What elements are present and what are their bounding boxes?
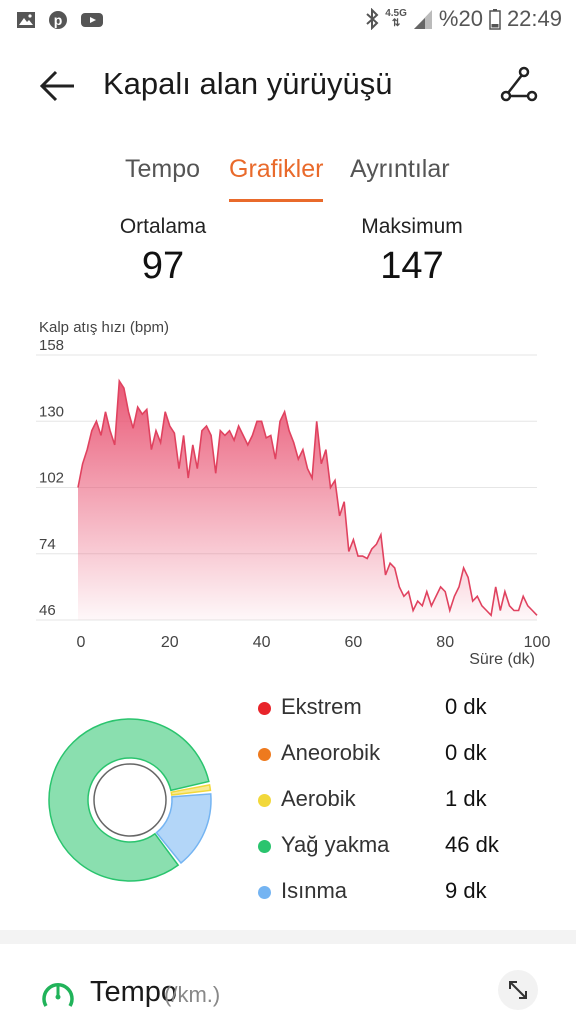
tempo-title: Tempo	[90, 976, 178, 1008]
heart-rate-zones: Ekstrem 0 dk Aneorobik 0 dk Aerobik 1 dk…	[0, 690, 576, 920]
tab-grafikler[interactable]: Grafikler	[229, 155, 324, 202]
zone-value: 1 dk	[445, 786, 487, 811]
expand-icon	[509, 981, 527, 999]
battery-percent: %20	[438, 6, 483, 31]
share-icon[interactable]	[498, 64, 540, 106]
zone-row-aneorobik: Aneorobik 0 dk	[255, 740, 555, 770]
zone-row-ekstrem: Ekstrem 0 dk	[255, 694, 555, 724]
zones-donut-chart	[48, 718, 212, 882]
zone-name: Ekstrem	[281, 694, 362, 719]
x-tick-label: 100	[524, 634, 551, 651]
signal-icon	[413, 10, 432, 29]
tab-bar: Tempo Grafikler Ayrıntılar	[0, 155, 576, 205]
heart-rate-chart-svg: Kalp atış hızı (bpm) 158 130 102 74 46 0 20 40…	[36, 319, 551, 668]
x-tick-label: 0	[77, 634, 86, 651]
zone-slice	[48, 718, 210, 882]
average-value: 97	[141, 245, 185, 287]
y-tick-label: 130	[39, 403, 64, 420]
zone-name: Aerobik	[281, 786, 356, 811]
max-stat: Maksimum 147	[312, 215, 512, 288]
youtube-icon	[81, 13, 103, 27]
zone-dot-yag-yakma	[258, 840, 271, 853]
back-arrow-icon[interactable]	[36, 64, 80, 108]
y-axis-label: Kalp atış hızı (bpm)	[39, 319, 169, 336]
section-divider	[0, 930, 576, 944]
x-tick-label: 40	[253, 634, 271, 651]
zone-name: Isınma	[281, 878, 348, 903]
y-tick-label: 102	[39, 470, 64, 487]
svg-text:p: p	[54, 12, 63, 28]
zone-value: 9 dk	[445, 878, 487, 903]
zone-dot-aerobik	[258, 794, 271, 807]
average-label: Ortalama	[119, 215, 207, 238]
image-icon	[17, 12, 35, 28]
zone-row-yag-yakma: Yağ yakma 46 dk	[255, 832, 555, 862]
heart-rate-chart: Kalp atış hızı (bpm) 158 130 102 74 46 0 20 40…	[0, 310, 576, 680]
pinterest-icon: p	[49, 11, 67, 29]
x-tick-label: 20	[161, 634, 179, 651]
zone-value: 0 dk	[445, 740, 487, 765]
heart-rate-line	[77, 378, 538, 618]
network-type: 4.5G ⇅	[385, 8, 407, 29]
zone-row-aerobik: Aerobik 1 dk	[255, 786, 555, 816]
zone-name: Yağ yakma	[281, 832, 390, 857]
zone-value: 0 dk	[445, 694, 487, 719]
clock: 22:49	[506, 6, 562, 31]
zone-slice	[155, 793, 212, 865]
donut-center	[93, 763, 167, 837]
average-stat: Ortalama 97	[63, 215, 263, 288]
page-title: Kapalı alan yürüyüşü	[103, 66, 393, 101]
expand-button[interactable]	[498, 970, 538, 1010]
zone-value: 46 dk	[445, 832, 499, 857]
zone-dot-ekstrem	[258, 702, 271, 715]
app-bar: Kapalı alan yürüyüşü	[0, 56, 576, 116]
zone-row-isinma: Isınma 9 dk	[255, 878, 555, 908]
zone-dot-aneorobik	[258, 748, 271, 761]
y-tick-label: 158	[39, 337, 64, 354]
bluetooth-icon	[366, 8, 379, 30]
x-tick-label: 80	[436, 634, 454, 651]
tab-ayrintilar[interactable]: Ayrıntılar	[350, 155, 450, 183]
speedometer-icon	[42, 983, 74, 1007]
y-tick-label: 46	[39, 602, 56, 619]
zone-name: Aneorobik	[281, 740, 381, 765]
zone-dot-isinma	[258, 886, 271, 899]
battery-icon	[489, 9, 501, 30]
status-bar: p 4.5G ⇅ %20 22:49	[0, 0, 576, 44]
zone-slice	[170, 784, 212, 796]
x-axis-label: Süre (dk)	[469, 651, 535, 668]
tempo-section: Tempo (/km.)	[0, 944, 576, 1024]
tab-tempo[interactable]: Tempo	[125, 155, 201, 183]
tempo-unit: (/km.)	[164, 982, 221, 1007]
max-label: Maksimum	[361, 215, 463, 238]
x-tick-label: 60	[345, 634, 363, 651]
max-value: 147	[380, 245, 444, 287]
y-tick-label: 74	[39, 536, 56, 553]
heart-rate-area	[78, 381, 537, 620]
